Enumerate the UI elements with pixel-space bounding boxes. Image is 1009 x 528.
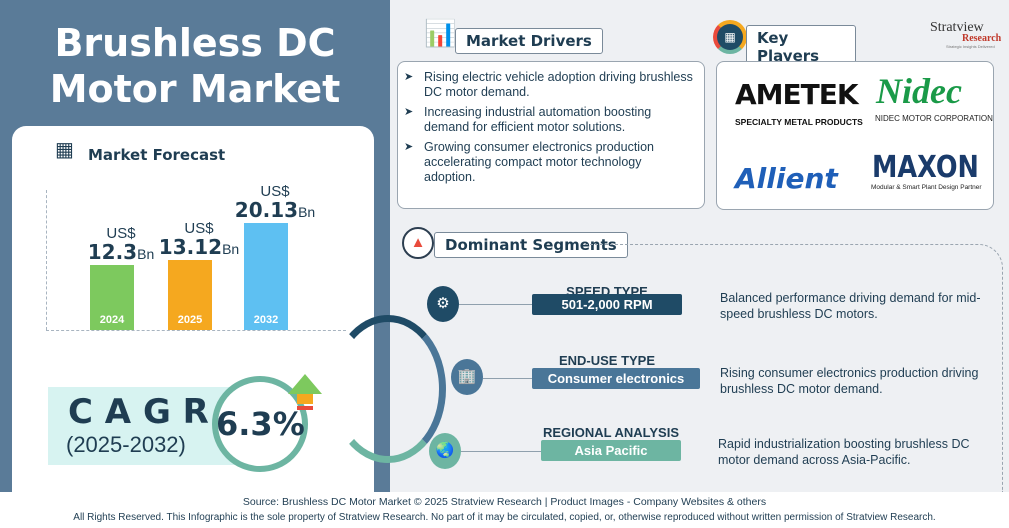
segment-desc: Rapid industrialization boosting brushle… [718, 437, 970, 467]
driver-text: Growing consumer electronics production … [424, 140, 654, 184]
gear-window-icon: ⚙ [427, 286, 459, 322]
arrow-circle-icon: ➤ [404, 141, 414, 153]
bar-2032: 2032 [244, 222, 288, 330]
bar-year-label: 2025 [177, 314, 203, 326]
segment-title: END-USE TYPE [558, 353, 656, 368]
logo-allient: Allient [735, 162, 838, 195]
footer: Source: Brushless DC Motor Market © 2025… [0, 492, 1009, 528]
segments-arc [330, 315, 446, 463]
bar-chart: 2024 US$ 12.3Bn 2025 US$ 13.12Bn 2032 US$ 20.13B… [46, 183, 346, 330]
logo-maxon: MAXON [872, 150, 979, 185]
segment-title: REGIONAL ANALYSIS [542, 425, 680, 440]
driver-text: Rising electric vehicle adoption driving… [424, 70, 693, 99]
bar-2025: 2025 [168, 260, 212, 330]
cagr-value: 6.3% [216, 405, 305, 443]
segment-desc: Rising consumer electronics production d… [720, 366, 979, 396]
bar-chart-icon: ▦ [55, 139, 74, 161]
footer-source: Source: Brushless DC Motor Market © 2025… [242, 496, 767, 508]
arrow-circle-icon: ➤ [404, 106, 414, 118]
driver-item: ➤ Rising electric vehicle adoption drivin… [398, 70, 694, 100]
brand-tagline: Strategic Insights Delivered [946, 44, 995, 49]
page-title: Brushless DC Motor Market [49, 21, 341, 111]
drivers-chart-icon: 📊 [424, 18, 457, 48]
brand-sub: Research [962, 33, 1002, 44]
driver-text: Increasing industrial automation boostin… [424, 105, 652, 134]
driver-item: ➤ Growing consumer electronics production… [398, 140, 694, 185]
players-box [716, 61, 994, 210]
logo-nidec-sub: NIDEC MOTOR CORPORATION [875, 114, 993, 123]
brand-name: Stratview [930, 20, 984, 35]
key-players-icon: ▦ [713, 20, 747, 54]
x-axis [46, 330, 346, 331]
bar-value-label: US$ 13.12Bn [158, 220, 240, 260]
logo-ametek: AMETEK [735, 78, 859, 111]
bar-value-label: US$ 12.3Bn [87, 224, 155, 264]
buildings-icon: 🏢 [451, 359, 483, 395]
connector-line [483, 378, 533, 379]
cagr-period: (2025-2032) [66, 432, 186, 457]
segments-chart-icon: ▲ [402, 227, 434, 259]
drivers-box: ➤ Rising electric vehicle adoption drivin… [397, 61, 705, 209]
arrow-circle-icon: ➤ [404, 71, 414, 83]
bar-year-label: 2032 [253, 314, 279, 326]
connector-line [461, 451, 541, 452]
arrow-bar-red [297, 406, 313, 410]
arrow-bar-orange [297, 394, 313, 404]
forecast-heading: Market Forecast [88, 146, 226, 164]
y-axis [46, 190, 47, 330]
bar-value-label: US$ 20.13Bn [234, 182, 316, 222]
footer-rights: All Rights Reserved. This Infographic is… [73, 512, 936, 523]
segment-value: Asia Pacific [541, 440, 681, 461]
segment-value: 501-2,000 RPM [532, 294, 682, 315]
segment-desc: Balanced performance driving demand for … [720, 291, 981, 321]
bar-year-label: 2024 [99, 314, 125, 326]
bar-2024: 2024 [90, 264, 134, 330]
up-arrow-icon [288, 374, 322, 394]
drivers-heading: Market Drivers [455, 28, 603, 54]
driver-item: ➤ Increasing industrial automation boosti… [398, 105, 694, 135]
logo-maxon-sub: Modular & Smart Plant Design Partner [871, 184, 982, 191]
connector-line [459, 304, 532, 305]
cagr-label: C A G R [68, 392, 209, 432]
cagr-ring [212, 376, 308, 472]
segments-frame [585, 244, 1003, 492]
logo-ametek-sub: SPECIALTY METAL PRODUCTS [735, 117, 863, 127]
segment-value: Consumer electronics [532, 368, 700, 389]
logo-nidec: Nidec [876, 71, 962, 111]
asia-map-icon: 🌏 [429, 433, 461, 469]
